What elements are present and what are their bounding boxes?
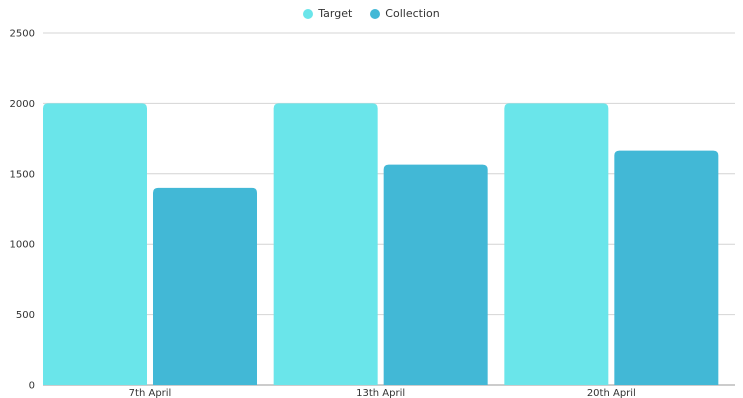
legend-item-collection[interactable]: Collection bbox=[370, 7, 440, 20]
y-tick-label: 0 bbox=[29, 381, 35, 392]
y-tick-label: 1000 bbox=[10, 240, 35, 251]
x-tick-label: 7th April bbox=[129, 388, 172, 398]
legend-label-collection: Collection bbox=[385, 7, 440, 20]
legend: Target Collection bbox=[0, 7, 743, 20]
y-tick-label: 500 bbox=[16, 310, 35, 321]
bar-collection-2[interactable] bbox=[383, 164, 488, 385]
bar-collection-1[interactable] bbox=[153, 187, 257, 385]
legend-swatch-target bbox=[303, 8, 314, 19]
y-tick-label: 2500 bbox=[10, 29, 35, 40]
y-tick-label: 2000 bbox=[10, 99, 35, 110]
bar-target-3[interactable] bbox=[504, 103, 609, 386]
x-tick-label: 20th April bbox=[587, 388, 636, 398]
bar-collection-3[interactable] bbox=[614, 150, 719, 385]
legend-label-target: Target bbox=[318, 7, 353, 20]
x-tick-label: 13th April bbox=[356, 388, 405, 398]
legend-swatch-collection bbox=[370, 8, 381, 19]
y-tick-label: 1500 bbox=[10, 169, 35, 180]
legend-item-target[interactable]: Target bbox=[303, 7, 352, 20]
bar-target-2[interactable] bbox=[273, 103, 378, 386]
bar-target-1[interactable] bbox=[43, 103, 147, 386]
